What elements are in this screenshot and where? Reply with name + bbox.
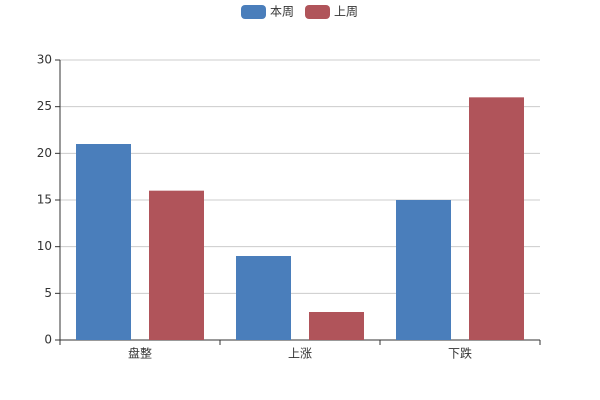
legend-swatch [305,5,330,19]
x-tick-label: 盘整 [128,346,152,361]
bar [309,312,364,340]
y-tick-label: 30 [37,53,52,67]
y-tick-label: 25 [37,99,52,113]
bar [396,200,451,340]
bar [469,97,524,340]
y-tick-label: 0 [44,333,52,347]
legend-label: 上周 [334,5,358,19]
x-tick-label: 上涨 [288,346,312,361]
bar [149,190,204,340]
y-tick-label: 10 [37,239,52,253]
y-tick-label: 5 [44,286,52,300]
y-tick-label: 20 [37,146,52,160]
legend-label: 本周 [270,5,294,19]
bar [236,256,291,340]
x-tick-label: 下跌 [448,346,472,361]
bar [76,144,131,340]
legend-swatch [241,5,266,19]
y-tick-label: 15 [37,193,52,207]
